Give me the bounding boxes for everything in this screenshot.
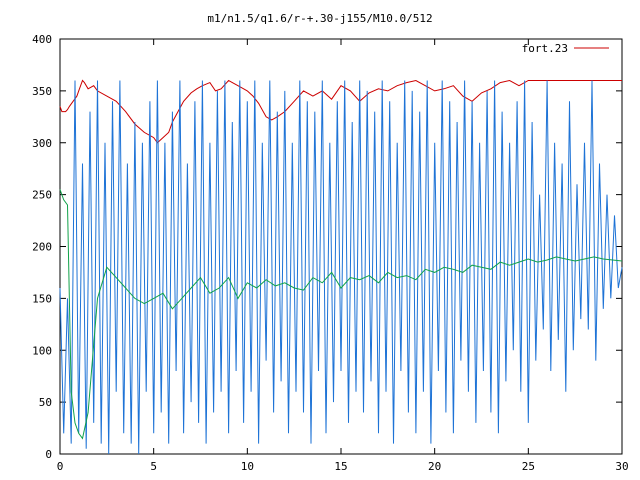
y-tick-label: 200 <box>32 241 52 254</box>
x-tick-label: 15 <box>334 460 347 473</box>
series-layer <box>59 79 623 455</box>
y-tick-label: 100 <box>32 344 52 357</box>
x-tick-label: 25 <box>522 460 535 473</box>
y-tick-label: 0 <box>45 448 52 461</box>
x-tick-label: 0 <box>57 460 64 473</box>
y-tick-label: 50 <box>39 396 52 409</box>
y-tick-label: 400 <box>32 33 52 46</box>
x-tick-label: 20 <box>428 460 441 473</box>
axis-ticks: 0 50 100 150 200 250 300 350 400 0 5 10 15 20 25 30 <box>32 33 629 473</box>
y-tick-label: 350 <box>32 85 52 98</box>
series-line-2 <box>59 189 623 440</box>
series-line-0 <box>59 79 622 144</box>
chart-title: m1/n1.5/q1.6/r-+.30-j155/M10.0/512 <box>207 12 433 25</box>
x-tick-label: 10 <box>241 460 254 473</box>
y-tick-label: 150 <box>32 292 52 305</box>
y-tick-label: 300 <box>32 137 52 150</box>
series-line-1 <box>59 80 623 455</box>
legend-label-fort-23: fort.23 <box>521 42 568 55</box>
y-tick-label: 250 <box>32 189 52 202</box>
x-tick-label: 30 <box>615 460 628 473</box>
x-tick-label: 5 <box>150 460 157 473</box>
